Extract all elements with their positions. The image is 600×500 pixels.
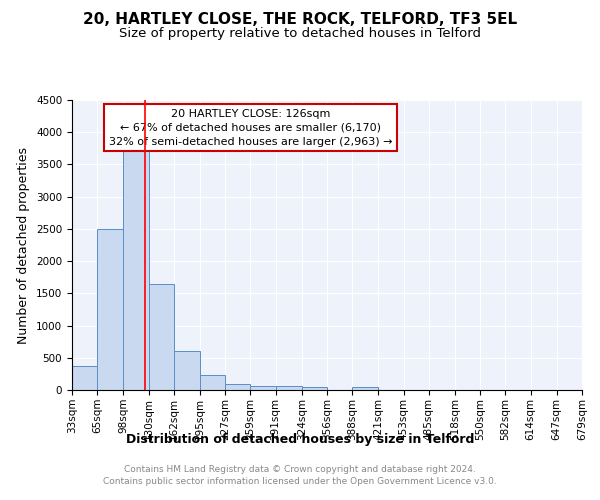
- Bar: [97, 229, 124, 390]
- Bar: [225, 384, 250, 390]
- Text: Contains HM Land Registry data © Crown copyright and database right 2024.
Contai: Contains HM Land Registry data © Crown c…: [103, 465, 497, 486]
- Bar: [302, 388, 327, 390]
- Bar: [200, 374, 225, 390]
- Bar: [352, 387, 379, 390]
- Text: 20 HARTLEY CLOSE: 126sqm
← 67% of detached houses are smaller (6,170)
32% of sem: 20 HARTLEY CLOSE: 126sqm ← 67% of detach…: [109, 108, 392, 146]
- Bar: [72, 366, 97, 390]
- Text: 20, HARTLEY CLOSE, THE ROCK, TELFORD, TF3 5EL: 20, HARTLEY CLOSE, THE ROCK, TELFORD, TF…: [83, 12, 517, 28]
- Bar: [124, 148, 149, 390]
- Text: Size of property relative to detached houses in Telford: Size of property relative to detached ho…: [119, 28, 481, 40]
- Bar: [250, 386, 275, 390]
- Text: Distribution of detached houses by size in Telford: Distribution of detached houses by size …: [126, 432, 474, 446]
- Bar: [275, 386, 302, 390]
- Bar: [149, 284, 174, 390]
- Bar: [174, 352, 200, 390]
- Y-axis label: Number of detached properties: Number of detached properties: [17, 146, 31, 344]
